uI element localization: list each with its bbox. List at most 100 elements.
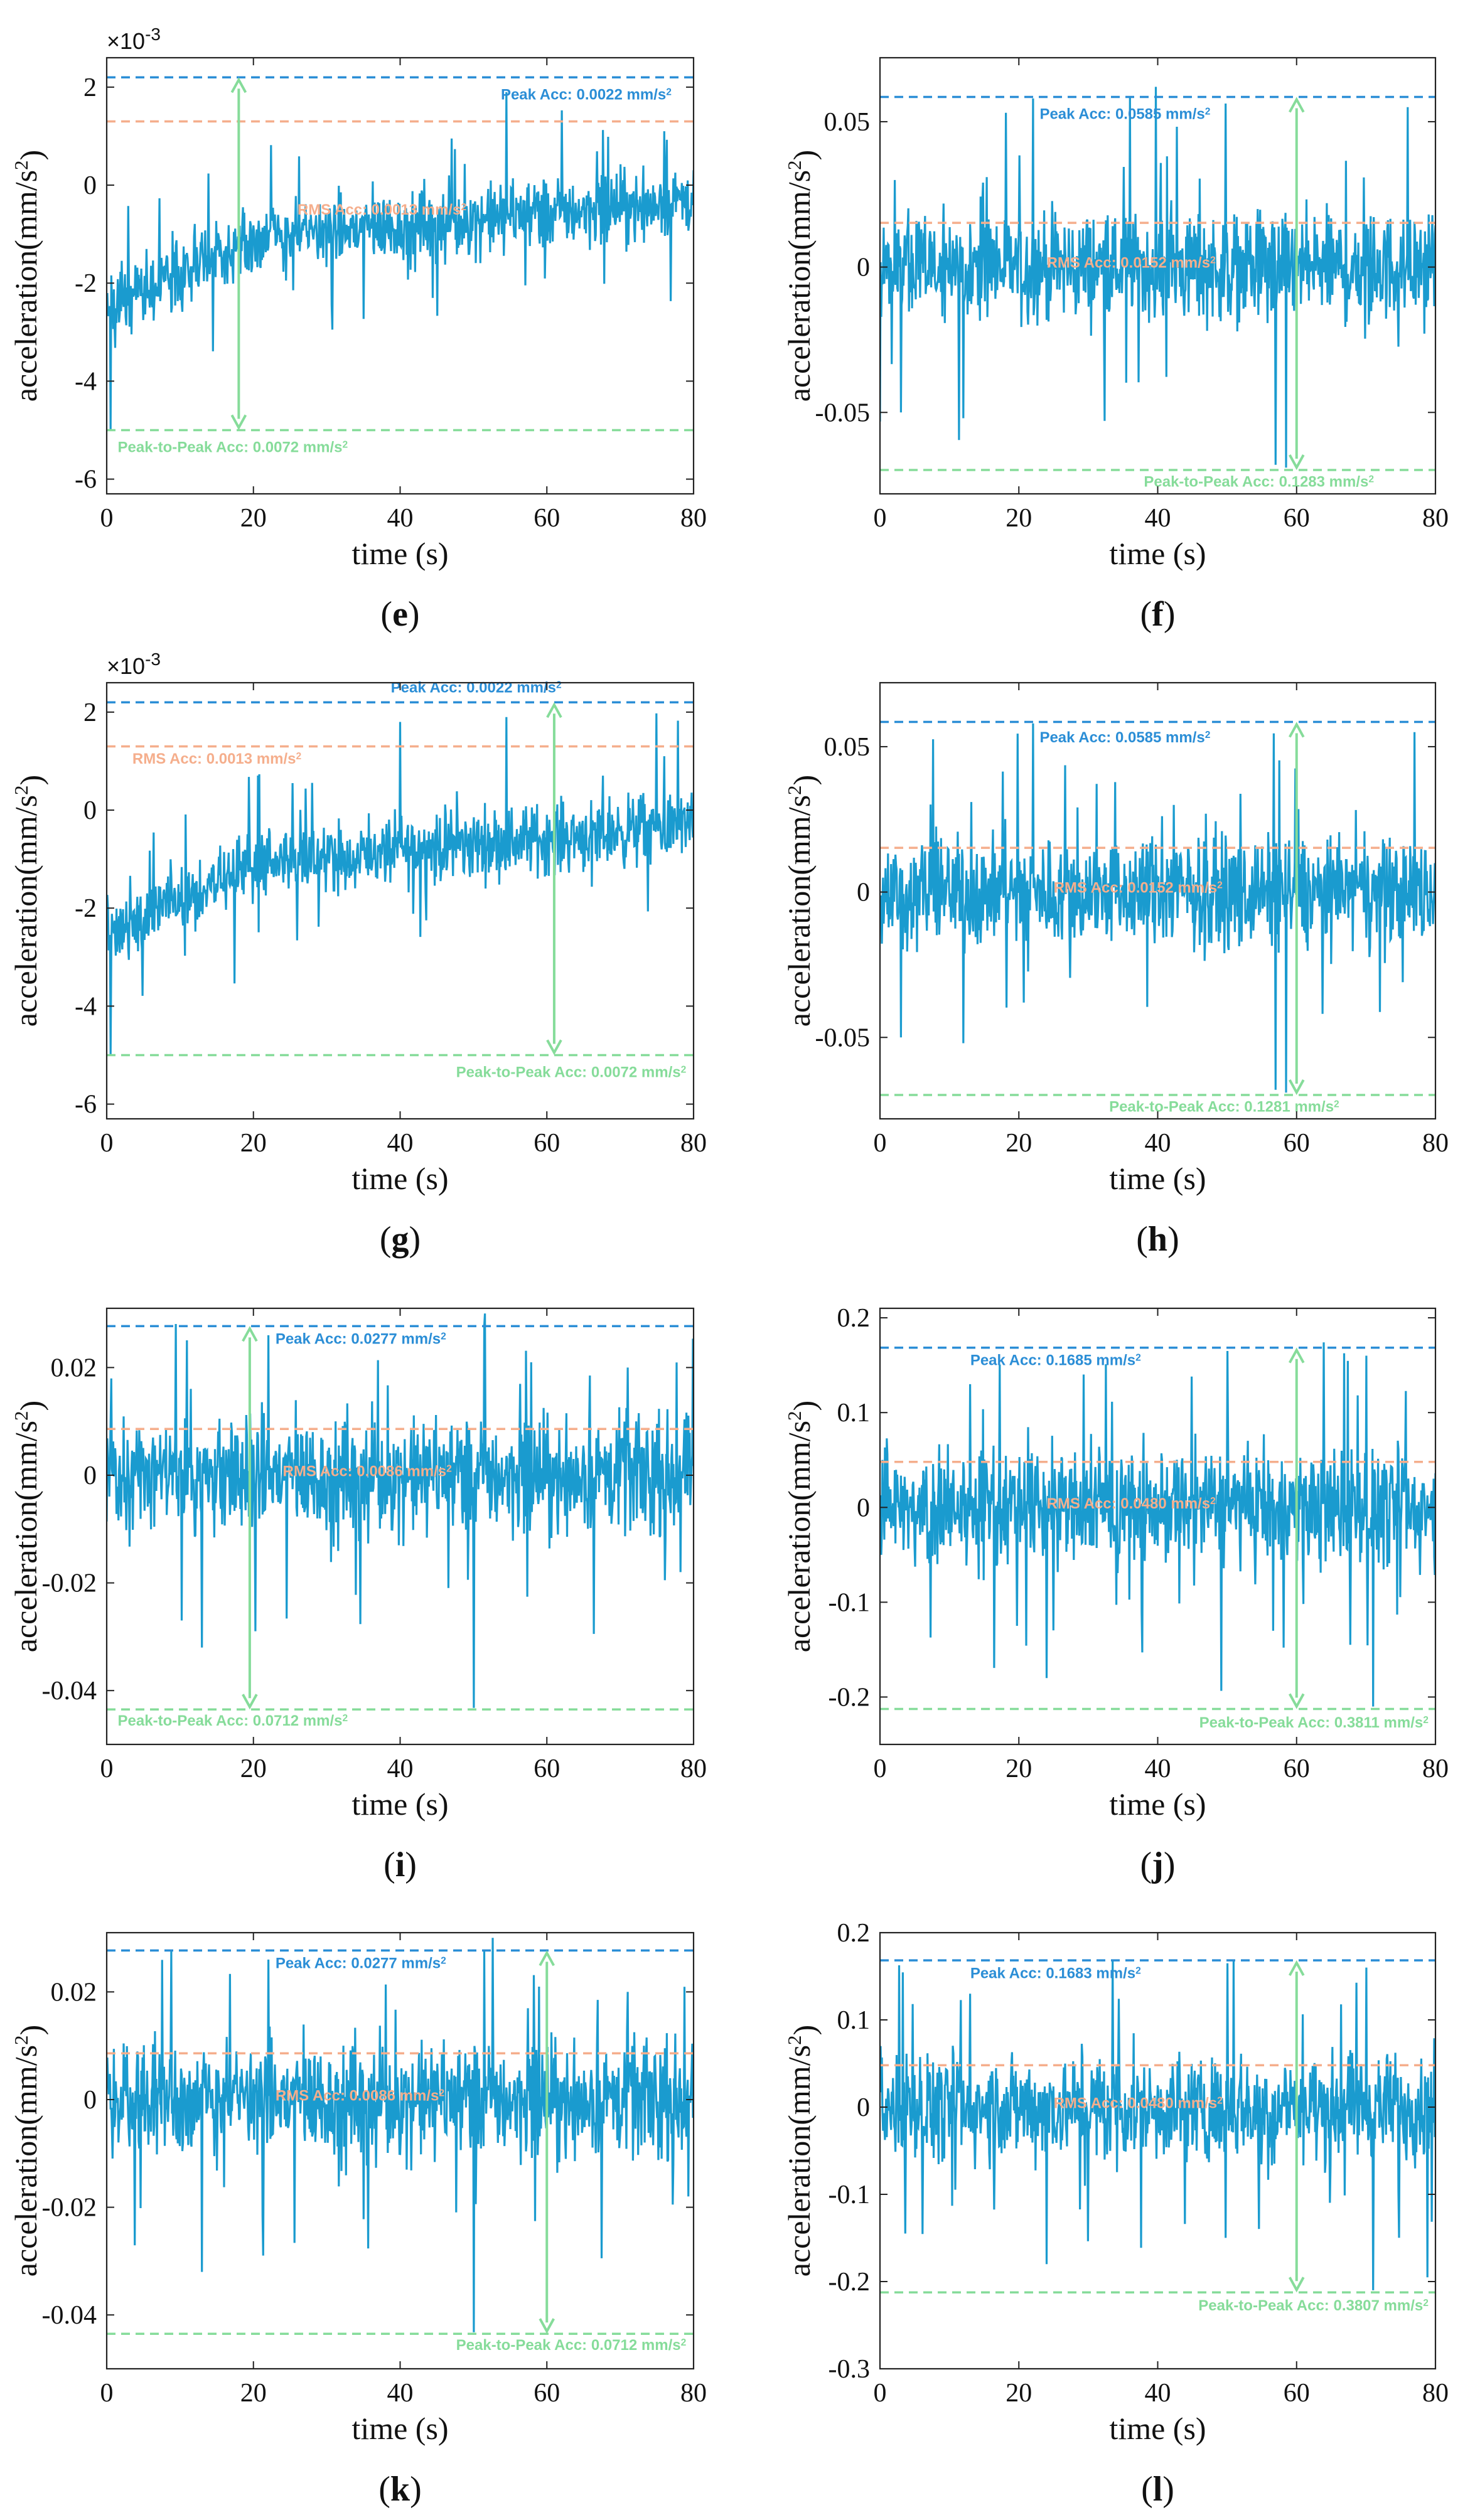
x-axis-label: time (s) (1109, 1161, 1206, 1196)
x-axis-label: time (s) (351, 536, 448, 571)
x-tick-label: 20 (240, 2379, 267, 2408)
x-tick-label: 20 (240, 504, 267, 533)
panel-caption: (g) (380, 1220, 421, 1259)
y-tick-label: -0.1 (829, 2181, 871, 2209)
x-tick-label: 0 (874, 1129, 887, 1158)
x-tick-label: 80 (680, 504, 707, 533)
y-tick-label: 0.02 (51, 1353, 97, 1382)
y-tick-label: 0.05 (824, 733, 871, 762)
y-tick-label: 0 (857, 254, 870, 282)
x-tick-label: 40 (1145, 1129, 1171, 1158)
p2p-arrow-head-bottom (230, 414, 247, 430)
rms-label: RMS Acc: 0.0086 mm/s2​ (276, 2088, 445, 2105)
x-tick-label: 40 (1145, 504, 1171, 533)
p2p-label: Peak-to-Peak Acc: 0.0072 mm/s2​ (118, 439, 348, 456)
axes-box (105, 56, 695, 495)
peak-label: Peak Acc: 0.0277 mm/s2​ (276, 1955, 446, 1972)
panel-caption: (f) (1140, 595, 1176, 634)
p2p-label: Peak-to-Peak Acc: 0.1283 mm/s2​ (1144, 473, 1374, 490)
peak-label: Peak Acc: 0.1685 mm/s2​ (970, 1352, 1141, 1369)
y-tick-label: 0.05 (824, 108, 871, 137)
y-tick-label: 0.1 (837, 1399, 871, 1428)
p2p-arrow-head-top (1288, 1347, 1305, 1364)
panel-f: Peak Acc: 0.0585 mm/s2​ RMS Acc: 0.0152 m… (781, 56, 1449, 634)
panel-l: Peak Acc: 0.1683 mm/s2​ RMS Acc: 0.0480 m… (781, 1919, 1449, 2509)
y-axis-label: acceleration(mm/s2​) (781, 1401, 822, 1652)
p2p-label: Peak-to-Peak Acc: 0.3811 mm/s2​ (1199, 1714, 1429, 1731)
rms-label: RMS Acc: 0.0480 mm/s2​ (1047, 1495, 1216, 1512)
y-multiplier: ×10-3 (107, 24, 161, 54)
rms-label: RMS Acc: 0.0152 mm/s2​ (1054, 880, 1223, 897)
y-tick-label: 0 (857, 1493, 870, 1522)
p2p-arrow-head-bottom (242, 1694, 258, 1710)
p2p-arrow-head-top (546, 702, 562, 718)
x-axis-label: time (s) (1109, 536, 1206, 571)
rms-label: RMS Acc: 0.0013 mm/s2​ (132, 750, 302, 767)
x-tick-label: 60 (1284, 1129, 1310, 1158)
y-tick-label: -2 (75, 269, 97, 298)
panel-caption: (j) (1140, 1845, 1176, 1884)
panel-j: Peak Acc: 0.1685 mm/s2​ RMS Acc: 0.0480 m… (781, 1304, 1449, 1884)
x-tick-label: 0 (100, 2379, 114, 2408)
panel-i: Peak Acc: 0.0277 mm/s2​ RMS Acc: 0.0086 m… (8, 1307, 707, 1884)
x-tick-label: 60 (1284, 504, 1310, 533)
panel-caption: (k) (378, 2470, 421, 2509)
y-tick-label: -0.04 (42, 2301, 97, 2330)
signal-series (880, 87, 1435, 468)
p2p-arrow-head-bottom (539, 2318, 555, 2334)
peak-label: Peak Acc: 0.0022 mm/s2​ (391, 680, 562, 697)
x-tick-label: 40 (387, 1129, 414, 1158)
x-tick-label: 20 (1006, 504, 1032, 533)
peak-label: Peak Acc: 0.0022 mm/s2​ (501, 86, 672, 103)
x-tick-label: 20 (240, 1754, 267, 1783)
peak-label: Peak Acc: 0.0585 mm/s2​ (1039, 105, 1210, 122)
signal-series (107, 713, 694, 1055)
y-tick-label: 0.02 (51, 1978, 97, 2007)
y-tick-label: 0 (857, 878, 870, 907)
p2p-arrow-head-top (1288, 97, 1305, 113)
x-tick-label: 0 (874, 504, 887, 533)
p2p-arrow-head-bottom (546, 1039, 562, 1055)
signal-series (880, 1342, 1435, 1707)
x-tick-label: 0 (100, 504, 114, 533)
y-tick-label: 2 (83, 698, 97, 727)
peak-label: Peak Acc: 0.0585 mm/s2​ (1039, 729, 1210, 746)
y-axis-label: acceleration(mm/s2​) (8, 1401, 49, 1652)
y-tick-label: -0.04 (42, 1677, 97, 1706)
y-tick-label: -0.1 (829, 1588, 871, 1617)
y-tick-label: 0 (857, 2093, 870, 2122)
y-tick-label: 0.1 (837, 2006, 871, 2035)
x-axis-label: time (s) (1109, 2411, 1206, 2446)
x-tick-label: 40 (387, 2379, 414, 2408)
x-tick-label: 60 (1284, 1754, 1310, 1783)
panel-g: Peak Acc: 0.0022 mm/s2​ RMS Acc: 0.0013 m… (8, 649, 707, 1259)
y-tick-label: -0.02 (42, 1569, 97, 1598)
x-tick-label: 60 (1284, 2379, 1310, 2408)
p2p-label: Peak-to-Peak Acc: 0.3807 mm/s2​ (1198, 2297, 1429, 2314)
x-axis-label: time (s) (351, 1786, 448, 1822)
x-tick-label: 20 (1006, 2379, 1032, 2408)
rms-label: RMS Acc: 0.0013 mm/s2​ (298, 201, 467, 218)
x-tick-label: 60 (534, 1754, 560, 1783)
p2p-arrow-head-bottom (1288, 1693, 1305, 1709)
x-tick-label: 40 (1145, 1754, 1171, 1783)
x-tick-label: 40 (387, 1754, 414, 1783)
y-tick-label: 0 (83, 1461, 97, 1490)
x-tick-label: 60 (534, 1129, 560, 1158)
x-axis-label: time (s) (1109, 1786, 1206, 1822)
p2p-label: Peak-to-Peak Acc: 0.0712 mm/s2​ (118, 1712, 348, 1729)
x-tick-label: 0 (100, 1754, 114, 1783)
x-tick-label: 80 (1422, 1754, 1449, 1783)
x-tick-label: 20 (1006, 1129, 1032, 1158)
p2p-arrow-head-top (1288, 722, 1305, 738)
y-tick-label: -0.05 (815, 398, 871, 427)
y-tick-label: -0.2 (829, 2268, 871, 2297)
y-multiplier: ×10-3 (107, 649, 161, 679)
panel-h: Peak Acc: 0.0585 mm/s2​ RMS Acc: 0.0152 m… (781, 681, 1449, 1259)
y-tick-label: 0 (83, 796, 97, 825)
y-tick-label: -4 (75, 367, 97, 396)
signal-series (880, 1960, 1435, 2290)
x-axis-label: time (s) (351, 2411, 448, 2446)
x-tick-label: 80 (1422, 504, 1449, 533)
